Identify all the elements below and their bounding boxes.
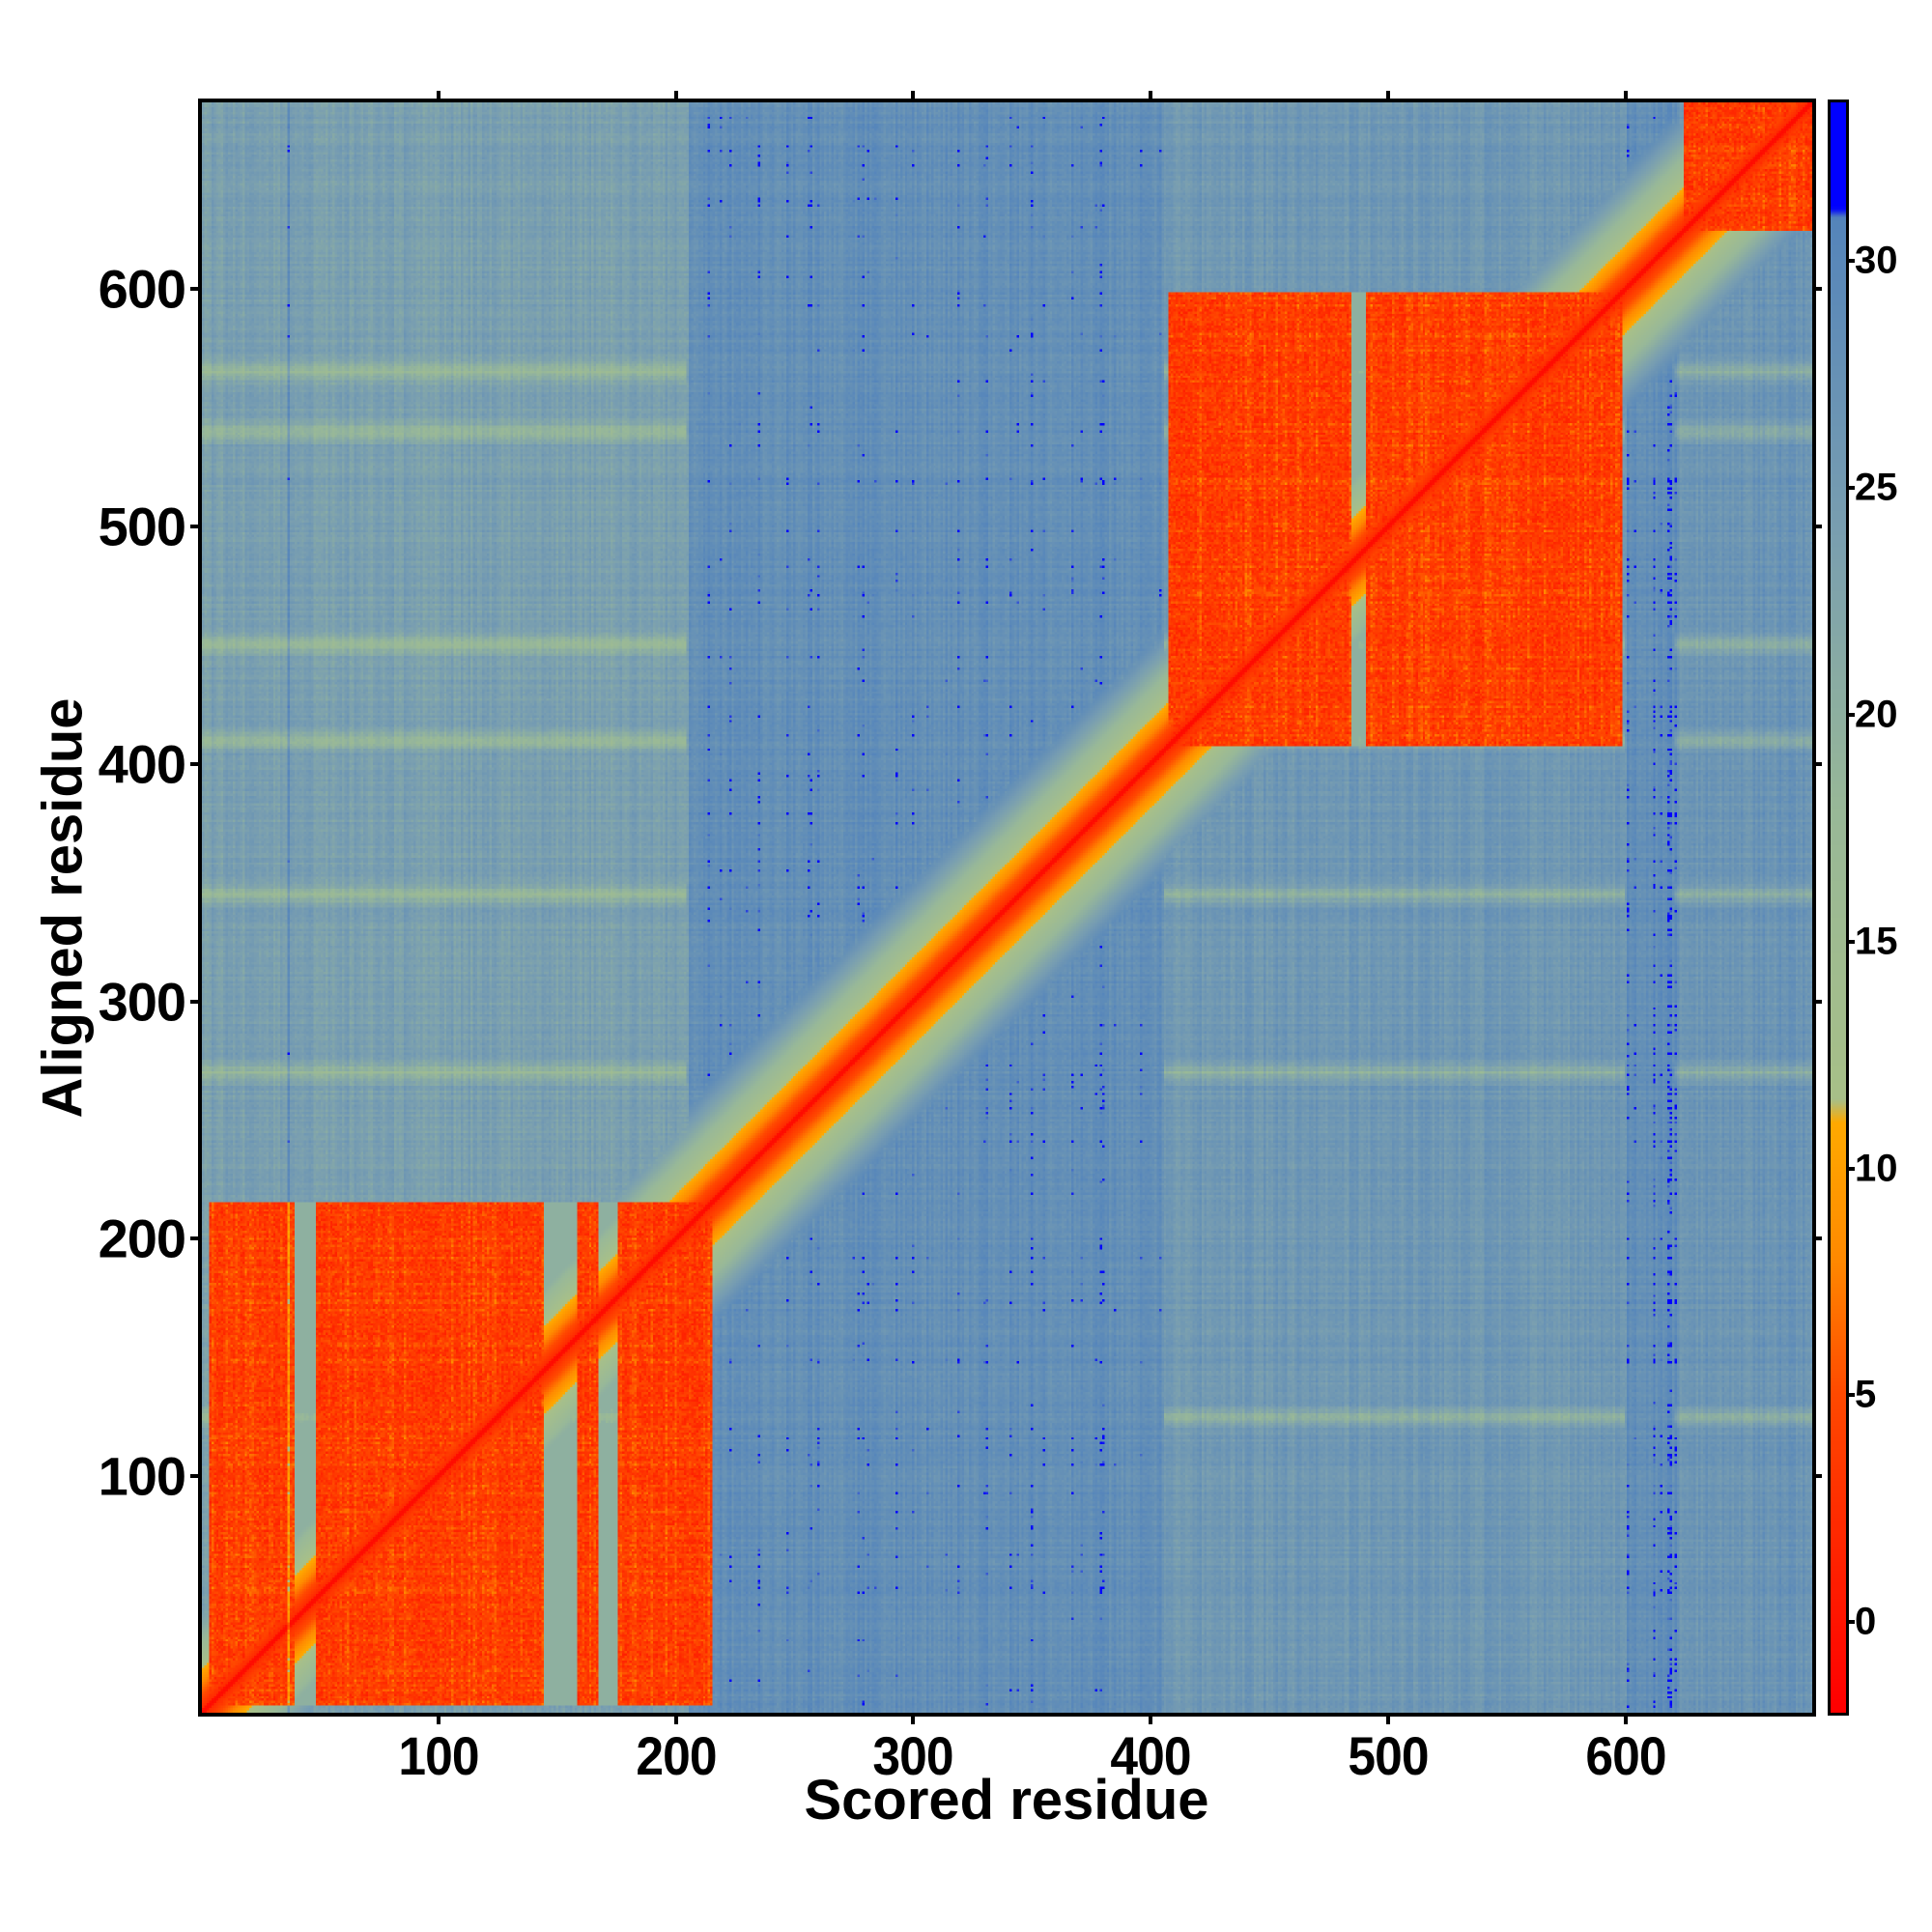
y-tick-label: 200	[98, 1208, 186, 1269]
x-tick-top	[1623, 91, 1628, 102]
colorbar-tick	[1847, 1166, 1855, 1171]
colorbar-tick-label: 0	[1855, 1600, 1877, 1643]
y-tick-right	[1812, 524, 1822, 528]
y-tick-label: 600	[98, 258, 186, 320]
colorbar-tick-label: 15	[1855, 920, 1898, 963]
heatmap-plot-area	[198, 99, 1816, 1717]
y-tick-label: 400	[98, 733, 186, 795]
x-tick-label: 200	[635, 1725, 717, 1786]
x-tick-top	[673, 91, 678, 102]
y-tick-label: 100	[98, 1445, 186, 1507]
x-tick-top	[911, 91, 916, 102]
y-tick-label: 500	[98, 496, 186, 557]
x-tick-bottom	[673, 1713, 678, 1724]
colorbar-tick-label: 30	[1855, 239, 1898, 282]
y-tick-label: 300	[98, 971, 186, 1033]
colorbar-gradient	[1831, 102, 1846, 1713]
colorbar-tick-label: 5	[1855, 1373, 1877, 1416]
y-tick-left	[190, 1236, 202, 1241]
x-axis-title: Scored residue	[804, 1769, 1209, 1832]
x-tick-top	[1149, 91, 1153, 102]
x-tick-label: 500	[1348, 1725, 1430, 1786]
colorbar-tick	[1847, 259, 1855, 264]
x-tick-bottom	[436, 1713, 440, 1724]
y-tick-right	[1812, 287, 1822, 291]
y-tick-right	[1812, 761, 1822, 766]
y-axis-title: Aligned residue	[31, 697, 95, 1119]
x-tick-bottom	[1623, 1713, 1628, 1724]
y-tick-left	[190, 1474, 202, 1479]
y-tick-right	[1812, 999, 1822, 1004]
x-tick-label: 100	[398, 1725, 479, 1786]
colorbar	[1828, 99, 1849, 1716]
x-tick-top	[436, 91, 440, 102]
x-tick-top	[1386, 91, 1391, 102]
x-tick-label: 300	[872, 1725, 954, 1786]
colorbar-tick-label: 20	[1855, 693, 1898, 736]
y-tick-left	[190, 524, 202, 528]
colorbar-tick	[1847, 939, 1855, 944]
x-tick-label: 400	[1110, 1725, 1192, 1786]
x-tick-label: 600	[1585, 1725, 1666, 1786]
y-tick-right	[1812, 1474, 1822, 1479]
colorbar-tick	[1847, 486, 1855, 491]
x-tick-bottom	[911, 1713, 916, 1724]
heatmap-cells	[202, 102, 1812, 1713]
y-tick-left	[190, 999, 202, 1004]
colorbar-tick	[1847, 712, 1855, 717]
x-tick-bottom	[1149, 1713, 1153, 1724]
colorbar-tick-label: 25	[1855, 466, 1898, 509]
y-tick-right	[1812, 1236, 1822, 1241]
y-tick-left	[190, 287, 202, 291]
colorbar-tick-label: 10	[1855, 1147, 1898, 1189]
x-tick-bottom	[1386, 1713, 1391, 1724]
colorbar-tick	[1847, 1393, 1855, 1398]
colorbar-tick	[1847, 1620, 1855, 1625]
y-tick-left	[190, 761, 202, 766]
